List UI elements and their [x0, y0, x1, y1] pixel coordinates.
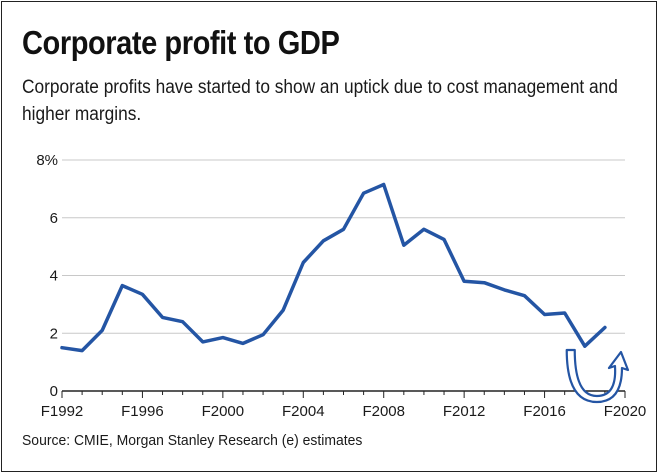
x-tick-label: F2012	[443, 403, 486, 420]
y-tick-label: 0	[50, 383, 58, 400]
series-line	[60, 182, 607, 353]
x-tick-label: F2000	[202, 403, 245, 420]
y-tick-label: 8%	[36, 152, 58, 169]
series-layer	[60, 182, 607, 353]
y-tick-label: 2	[50, 325, 58, 342]
annotation-layer	[565, 348, 630, 404]
chart-subtitle: Corporate profits have started to show a…	[22, 77, 618, 125]
x-tick-label: F2004	[282, 403, 325, 420]
x-tick-label: F1992	[41, 403, 84, 420]
gridlines	[62, 159, 625, 334]
uptick-arrow-icon	[565, 348, 630, 404]
y-axis-tick-labels: 0 2 4 6 8%	[36, 152, 58, 400]
x-tick-label: F2008	[362, 403, 405, 420]
x-axis: F1992 F1996 F2000 F2004 F2008 F2012 F2016 F2020	[41, 390, 647, 420]
y-tick-label: 6	[50, 210, 58, 227]
source-note: Source: CMIE, Morgan Stanley Research (e…	[22, 432, 363, 449]
x-tick-label: F2020	[604, 403, 647, 420]
x-tick-label: F2016	[523, 403, 566, 420]
y-tick-label: 4	[50, 268, 58, 285]
x-tick-label: F1996	[121, 403, 164, 420]
chart-title: Corporate profit to GDP	[22, 24, 340, 61]
